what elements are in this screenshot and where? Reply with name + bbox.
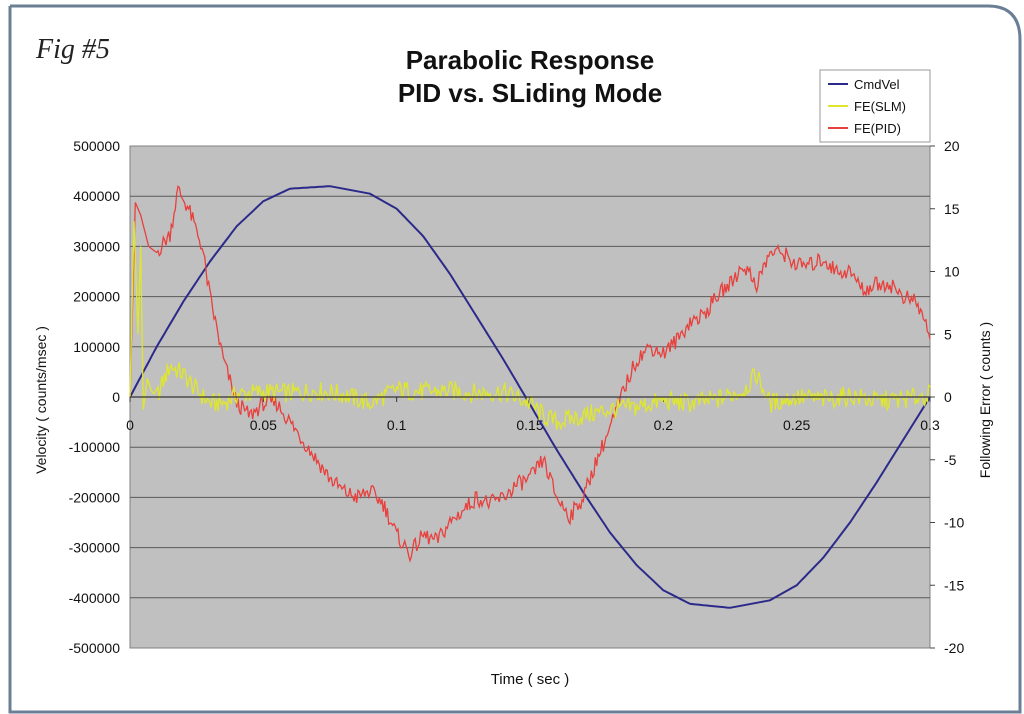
left-tick-label: -300000 (69, 540, 121, 556)
left-tick-label: -400000 (69, 590, 121, 606)
right-tick-label: -5 (944, 452, 957, 468)
x-tick-label: 0.1 (387, 417, 407, 433)
legend-entry: FE(PID) (854, 121, 901, 136)
series-line-fe-slm (129, 221, 931, 430)
y-axis-label-right: Following Error ( counts ) (977, 322, 993, 478)
legend-entry: FE(SLM) (854, 99, 906, 114)
right-tick-label: 15 (944, 201, 960, 217)
left-tick-label: -100000 (69, 439, 121, 455)
right-tick-label: -15 (944, 577, 964, 593)
left-axis-ticks: 500000 400000 300000 200000 100000 0 -100000 -2… (69, 138, 121, 656)
x-axis-ticks: 0 0.05 0.1 0.15 0.2 0.25 0.3 (126, 397, 940, 433)
left-tick-label: 100000 (73, 339, 120, 355)
x-tick-label: 0.15 (516, 417, 543, 433)
right-tick-label: -20 (944, 640, 964, 656)
y-axis-label-left: Velocity ( counts/msec ) (33, 326, 49, 474)
x-tick-label: 0.25 (783, 417, 810, 433)
right-tick-label: 10 (944, 264, 960, 280)
x-tick-label: 0.2 (654, 417, 674, 433)
x-tick-label: 0 (126, 417, 134, 433)
right-tick-label: 20 (944, 138, 960, 154)
series-layer (129, 185, 931, 609)
chart-title: Parabolic Response PID vs. SLiding Mode (300, 44, 760, 110)
legend: CmdVel FE(SLM) FE(PID) (819, 69, 931, 143)
right-tick-label: -10 (944, 515, 964, 531)
left-tick-label: 400000 (73, 188, 120, 204)
right-tick-label: 5 (944, 326, 952, 342)
right-axis-ticks: 20 15 10 5 0 -5 -10 -15 -20 (930, 138, 964, 656)
left-tick-label: 0 (112, 389, 120, 405)
left-tick-label: 200000 (73, 289, 120, 305)
left-tick-label: -200000 (69, 489, 121, 505)
left-tick-label: 500000 (73, 138, 120, 154)
x-tick-label: 0.3 (920, 417, 940, 433)
x-axis-label: Time ( sec ) (491, 671, 570, 688)
series-line-fe-pid (129, 185, 931, 563)
left-tick-label: -500000 (69, 640, 121, 656)
chart-title-line-2: PID vs. SLiding Mode (397, 78, 663, 108)
figure-label: Fig #5 (36, 34, 110, 65)
left-tick-label: 300000 (73, 238, 120, 254)
legend-entry: CmdVel (854, 77, 900, 92)
right-tick-label: 0 (944, 389, 952, 405)
chart-title-line-1: Parabolic Response (405, 45, 655, 75)
x-tick-label: 0.05 (250, 417, 277, 433)
